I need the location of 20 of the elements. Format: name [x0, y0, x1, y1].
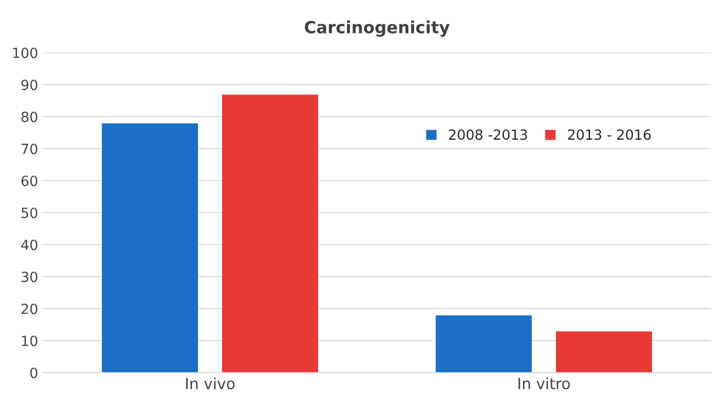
x-tick-label: In vivo	[186, 377, 235, 390]
y-tick-label: 70	[22, 144, 38, 154]
bar	[101, 122, 199, 373]
y-tick-label: 10	[22, 336, 38, 346]
chart-title: Carcinogenicity	[304, 20, 450, 37]
y-tick-label: 40	[21, 240, 38, 250]
legend-label: 2008 -2013	[449, 129, 528, 140]
bar	[221, 94, 319, 373]
y-tick-label: 90	[21, 80, 38, 90]
y-tick-label: 100	[13, 48, 38, 58]
y-tick-label: 20	[22, 304, 38, 314]
y-tick-label: 0	[30, 368, 38, 378]
y-tick-label: 30	[22, 272, 38, 282]
x-tick-label: In vitro	[518, 377, 570, 390]
y-tick-label: 80	[21, 112, 38, 122]
bar	[555, 330, 653, 373]
y-tick-label: 50	[22, 208, 38, 218]
bar	[435, 314, 533, 373]
y-tick-label: 60	[22, 176, 38, 186]
legend-label: 2013 - 2016	[568, 129, 651, 140]
